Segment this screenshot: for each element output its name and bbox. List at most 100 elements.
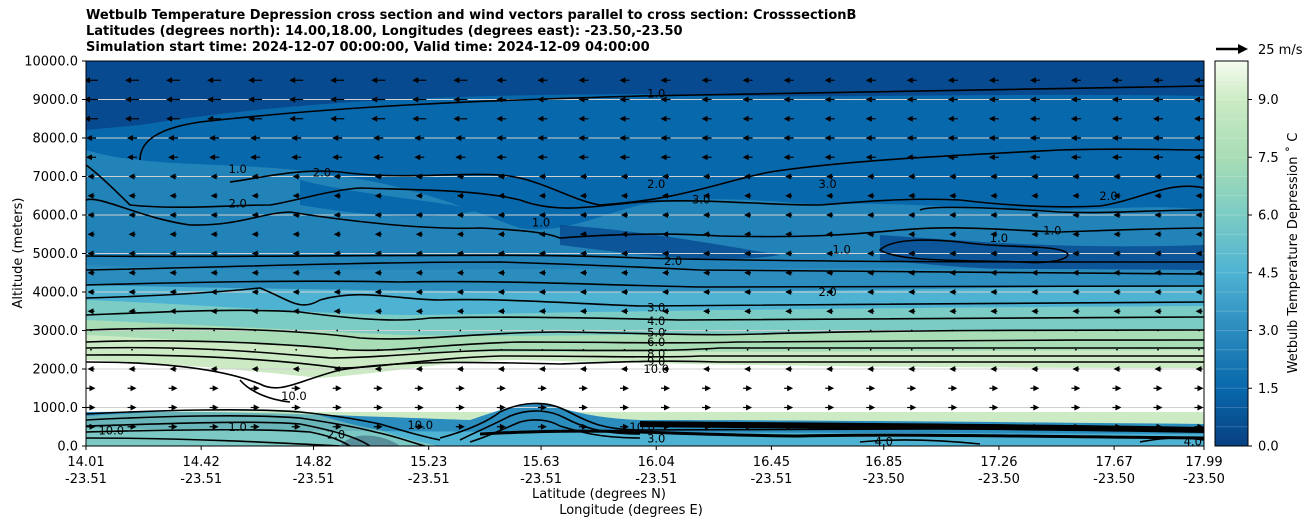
wind-arrow-head [619, 96, 626, 103]
x-tick-label-lat: 16.45 [753, 455, 790, 470]
wind-arrow-head [497, 269, 504, 276]
contour-label: 6.0 [647, 335, 665, 349]
wind-arrow-dot [951, 329, 954, 332]
wind-arrow-head [251, 366, 258, 372]
wind-arrow-head [826, 250, 833, 257]
wind-arrow-head [127, 135, 134, 141]
y-tick-label: 9000.0 [33, 93, 79, 108]
wind-arrow-head [496, 96, 503, 103]
wind-arrow-head [414, 135, 421, 141]
wind-arrow-dot [623, 348, 626, 351]
wind-arrow-head [87, 173, 94, 180]
wind-arrow-dot [582, 348, 585, 351]
x-tick-label-lat: 17.67 [1096, 455, 1133, 470]
wind-arrow-head [456, 212, 463, 218]
wind-arrow-head [1113, 192, 1120, 199]
wind-arrow-head [908, 231, 915, 238]
wind-arrow-head [579, 192, 586, 199]
wind-arrow-head [250, 154, 257, 161]
wind-arrow-head [537, 96, 544, 103]
wind-arrow-head [1072, 212, 1079, 218]
wind-arrow-head [742, 115, 749, 122]
wind-arrow-head [1152, 115, 1159, 122]
wind-arrow-head [125, 96, 132, 103]
wind-arrow-head [744, 250, 751, 257]
wind-arrow-head [744, 231, 751, 238]
wind-arrow-head [1197, 423, 1204, 430]
wind-arrow-head [660, 154, 667, 161]
wind-arrow-head [171, 385, 178, 392]
colorbar-tick-label: 1.5 [1258, 382, 1279, 397]
wind-arrow-dot [418, 329, 421, 332]
wind-arrow-head [537, 154, 544, 161]
wind-arrow-head [826, 308, 833, 315]
wind-arrow-head [292, 366, 299, 372]
wind-arrow-head [538, 366, 545, 372]
wind-arrow-head [826, 231, 833, 238]
wind-arrow-head [619, 115, 626, 122]
wind-arrow-head [212, 404, 219, 411]
wind-arrow-head [1070, 135, 1077, 141]
wind-arrow-head [128, 173, 135, 180]
wind-arrow-head [620, 366, 627, 372]
wind-arrow-head [701, 115, 708, 122]
wind-arrow-head [207, 96, 214, 103]
wind-arrow-head [89, 404, 96, 411]
wind-arrow-head [335, 385, 342, 392]
wind-arrow-head [951, 385, 958, 392]
wind-arrow-head [1154, 192, 1161, 199]
wind-arrow-head [253, 404, 260, 411]
wind-arrow-head [622, 404, 629, 411]
x-tick-label-lat: 16.04 [638, 455, 675, 470]
colorbar-tick-label: 6.0 [1258, 209, 1279, 224]
wind-arrow-head [335, 423, 342, 430]
x-axis: 14.01 -23.51 14.42 -23.51 14.82 -23.51 15.23 -2… [65, 446, 1225, 487]
wind-arrow-head [417, 404, 424, 411]
wind-arrow-head [453, 115, 460, 122]
wind-arrow-head [785, 212, 792, 218]
wind-arrow-head [579, 173, 586, 180]
wind-arrow-head [1072, 250, 1079, 257]
wind-arrow-head [703, 250, 710, 257]
wind-arrow-head [1156, 404, 1163, 411]
wind-arrow-head [1031, 269, 1038, 276]
wind-arrow-head [947, 96, 954, 103]
wind-arrow-head [787, 385, 794, 392]
wind-arrow-head [947, 77, 954, 84]
chart-title-line-1: Wetbulb Temperature Depression cross sec… [86, 8, 857, 23]
wind-arrow-dot [828, 348, 831, 351]
x-tick-label-lat: 17.26 [980, 455, 1017, 470]
wind-arrow-head [578, 77, 585, 84]
wind-arrow-head [415, 231, 422, 238]
wind-arrow-head [130, 404, 137, 411]
x-tick-label-lon: -23.51 [635, 472, 677, 487]
wind-arrow-dot [746, 329, 749, 332]
wind-arrow-head [171, 404, 178, 411]
wind-arrow-dot [1198, 348, 1200, 351]
x-tick-label-lat: 14.82 [295, 455, 332, 470]
wind-arrow-dot [1074, 348, 1077, 351]
wind-arrow-head [662, 173, 669, 180]
wind-arrow-head [417, 385, 424, 392]
wind-arrow-head [947, 154, 954, 161]
contour-label: 1.0 [1043, 223, 1061, 237]
wind-arrow-head [456, 269, 463, 276]
wind-arrow-head [701, 154, 708, 161]
wind-arrow-head [787, 404, 794, 411]
y-tick-label: 1000.0 [33, 401, 79, 416]
y-tick-label: 3000.0 [33, 324, 79, 339]
wind-arrow-head [458, 423, 465, 430]
wind-arrow-head [497, 192, 504, 199]
contour-lines [86, 85, 1204, 446]
wind-arrow-dot [172, 348, 174, 351]
wind-arrow-head [497, 250, 504, 257]
wind-arrow-head [620, 250, 627, 257]
wind-arrow-head [742, 135, 749, 141]
wind-arrow-head [207, 115, 214, 122]
contour-label: 1.0 [832, 243, 850, 257]
wind-arrow-dot [869, 329, 872, 332]
wind-arrow-head [865, 115, 872, 122]
wind-arrow-head [1194, 154, 1200, 161]
wind-arrow-head [292, 192, 299, 199]
wind-arrow-head [906, 77, 913, 84]
